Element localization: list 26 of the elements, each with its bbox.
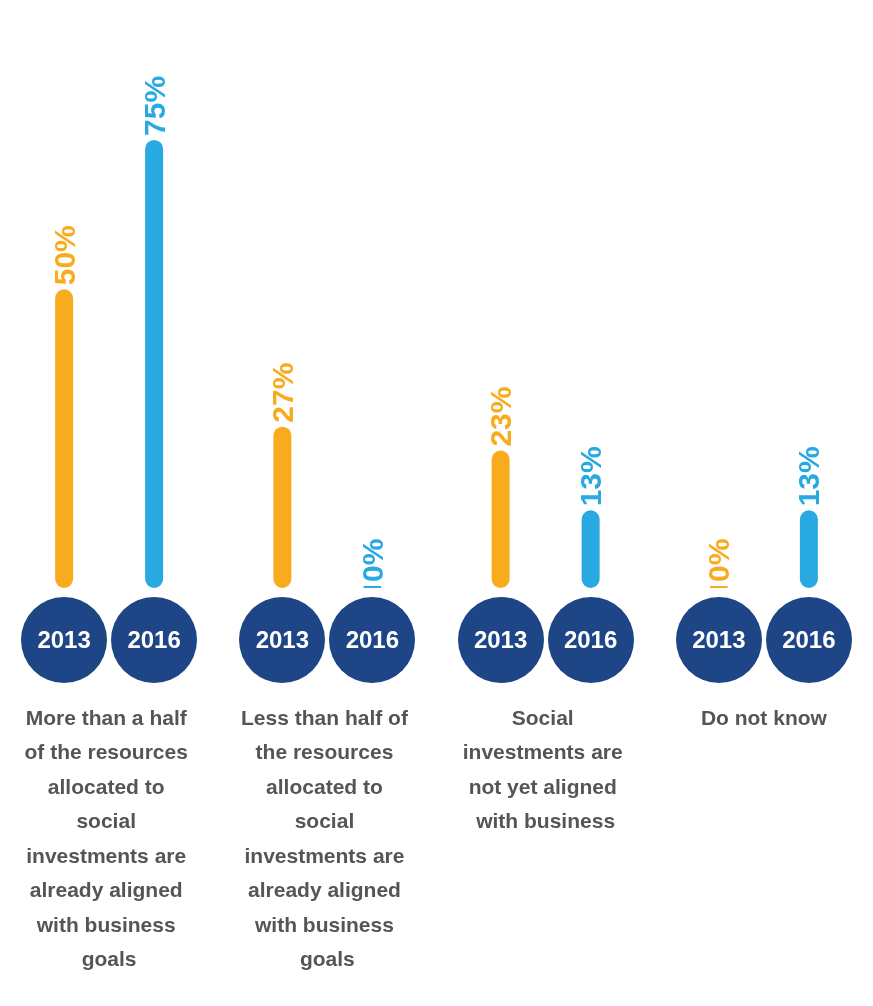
x-tick-label: More than a half of the resources allocated to social investments are already aligned with business goals xyxy=(24,705,194,971)
x-tick-label: Social investments are not yet aligned with business xyxy=(462,705,629,833)
data-label: 13% xyxy=(792,446,826,507)
x-tick-label: Do not know xyxy=(700,705,828,729)
circle-badge: 2013 xyxy=(457,597,544,683)
data-label: 13% xyxy=(574,446,608,507)
bar xyxy=(55,289,74,588)
bar xyxy=(799,510,818,588)
bar xyxy=(145,139,164,588)
circle-badge: 2013 xyxy=(239,597,326,683)
circle-badge: 2016 xyxy=(111,597,198,683)
data-label: 27% xyxy=(265,362,299,423)
bar xyxy=(273,426,292,588)
data-label: 50% xyxy=(47,225,81,286)
data-label: 75% xyxy=(137,75,171,136)
circle-badge: 2016 xyxy=(765,597,852,683)
circle-badge: 2013 xyxy=(675,597,762,683)
data-label: 23% xyxy=(484,386,518,447)
data-label: 0% xyxy=(355,538,389,582)
circle-badge: 2016 xyxy=(547,597,634,683)
data-label: 0% xyxy=(702,538,736,582)
circle-badge: 2016 xyxy=(329,597,416,683)
x-tick-label: Less than half of the resources allocated to social investments are already aligned with business goals xyxy=(241,705,414,971)
bar xyxy=(581,510,600,588)
circle-badge: 2013 xyxy=(21,597,108,683)
bar xyxy=(491,450,510,588)
